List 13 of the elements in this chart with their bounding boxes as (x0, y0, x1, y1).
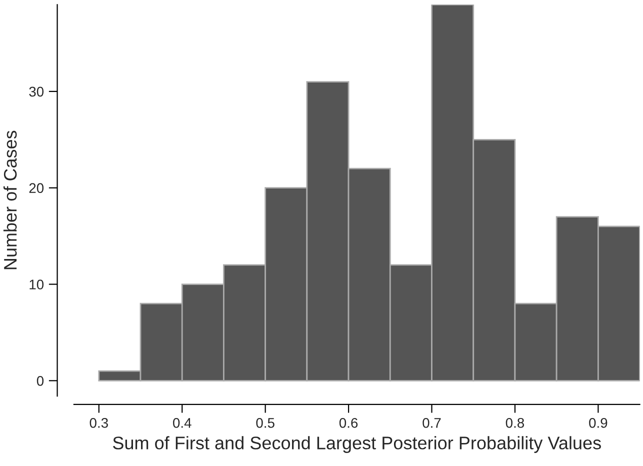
x-axis-title: Sum of First and Second Largest Posterior Probability Values (112, 436, 601, 453)
y-axis-title: Number of Cases (3, 130, 17, 270)
x-tick-label: 0.8 (506, 418, 524, 428)
x-tick-label: 0.5 (256, 418, 274, 428)
y-tick-label: 0 (36, 376, 44, 386)
x-tick-label: 0.3 (90, 418, 108, 428)
y-tick-label: 10 (30, 280, 44, 290)
x-tick-label: 0.9 (589, 418, 608, 428)
x-tick-label: 0.4 (173, 418, 192, 428)
x-tick-label: 0.7 (422, 418, 441, 428)
y-tick-label: 20 (29, 183, 44, 194)
y-tick-label: 30 (29, 86, 44, 97)
x-tick-label: 0.6 (339, 418, 358, 428)
